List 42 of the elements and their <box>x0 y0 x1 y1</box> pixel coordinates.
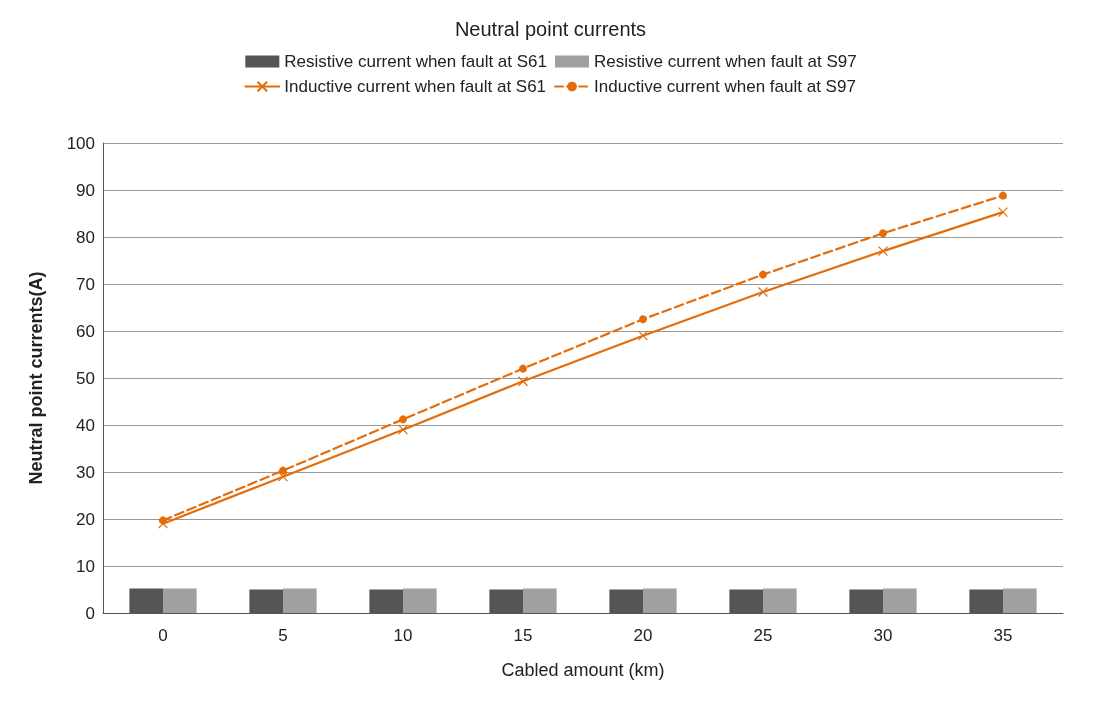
point <box>757 286 769 298</box>
chart-title: Neutral point currents <box>454 18 647 40</box>
point <box>277 471 289 482</box>
x-tick-label: 25 <box>753 626 773 645</box>
point <box>879 229 887 238</box>
x-axis-title: Cabled amount (km) <box>501 660 665 680</box>
point <box>399 415 407 424</box>
point <box>157 518 169 529</box>
point <box>639 315 647 324</box>
y-tick-label: 90 <box>76 180 95 200</box>
y-tick-label: 30 <box>76 462 95 482</box>
point <box>519 364 527 373</box>
x-tick-label: 20 <box>633 626 653 645</box>
point <box>877 246 889 257</box>
point <box>517 376 529 387</box>
point <box>397 424 409 435</box>
x-tick-label: 15 <box>513 626 533 645</box>
legend-label: Inductive current when fault at S61 <box>284 77 547 96</box>
y-tick-label: 100 <box>66 133 95 153</box>
y-axis-title: Neutral point currents(A) <box>26 271 46 485</box>
legend-label: Inductive current when fault at S97 <box>594 77 856 96</box>
y-tick-label: 70 <box>76 274 95 294</box>
legend-label: Resistive current when fault at S97 <box>594 52 857 71</box>
point <box>637 330 649 341</box>
x-tick-label: 30 <box>873 626 893 645</box>
y-tick-label: 60 <box>76 321 95 341</box>
y-tick-label: 40 <box>76 415 95 435</box>
x-tick-label: 35 <box>993 626 1013 645</box>
x-tick-label: 10 <box>393 626 413 645</box>
y-tick-label: 20 <box>76 509 95 529</box>
y-tick-label: 0 <box>85 603 95 623</box>
point <box>997 206 1009 218</box>
x-tick-label: 5 <box>278 626 288 645</box>
point <box>159 516 167 525</box>
legend-label: Resistive current when fault at S61 <box>284 52 547 71</box>
y-tick-label: 50 <box>76 368 95 388</box>
y-tick-label: 80 <box>76 227 95 247</box>
y-tick-label: 10 <box>76 556 95 576</box>
point <box>999 191 1007 200</box>
x-tick-label: 0 <box>158 626 168 645</box>
point <box>759 270 767 279</box>
point <box>279 466 287 475</box>
